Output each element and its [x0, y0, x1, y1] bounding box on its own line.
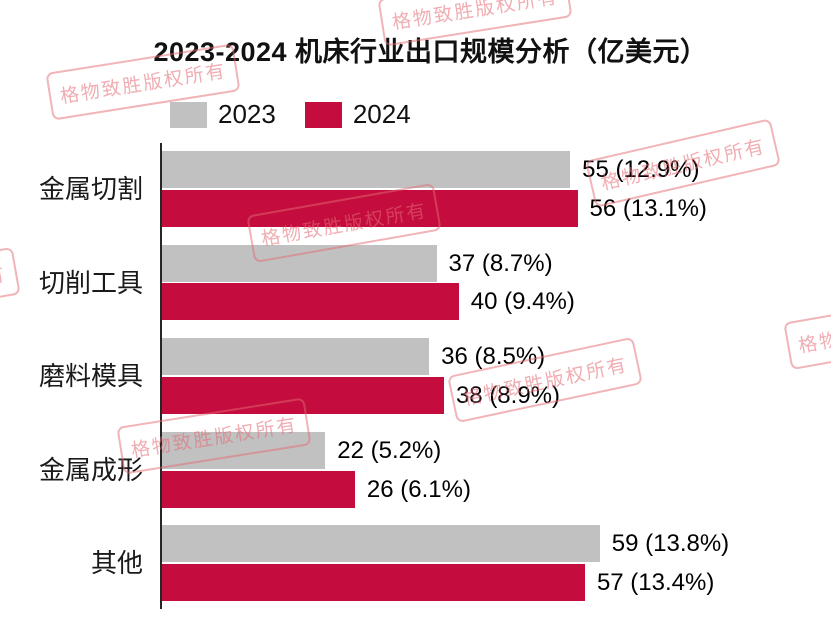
legend-swatch-2023	[170, 101, 207, 128]
bar-2023	[162, 244, 437, 282]
bar-2024	[162, 283, 459, 321]
legend-label-2023: 2023	[218, 99, 276, 129]
bar-2024	[162, 564, 585, 602]
value-label: 38 (8.9%)	[455, 381, 561, 409]
chart-title: 2023-2024 机床行业出口规模分析（亿美元）	[153, 37, 708, 67]
value-label: 59 (13.8%)	[611, 530, 730, 558]
bar-2024	[162, 376, 444, 414]
legend-item-2024: 2024	[304, 99, 411, 130]
value-label: 26 (6.1%)	[366, 475, 471, 503]
legend-swatch-2024	[304, 101, 342, 128]
legend-label-2024: 2024	[352, 99, 411, 129]
bar-2023	[162, 525, 600, 563]
watermark: 格物致胜版权所有	[783, 289, 831, 371]
value-label: 37 (8.7%)	[448, 249, 553, 277]
value-label: 36 (8.5%)	[441, 343, 546, 371]
value-label: 22 (5.2%)	[337, 436, 442, 464]
bar-2024	[162, 470, 355, 508]
bar-2023	[162, 431, 326, 469]
value-label: 56 (13.1%)	[589, 194, 707, 222]
category-label: 金属切割	[38, 174, 143, 204]
category-label: 其他	[90, 548, 143, 579]
value-label: 55 (12.9%)	[582, 156, 700, 183]
category-label: 金属成形	[38, 454, 143, 485]
y-axis-line	[160, 143, 162, 609]
legend-item-2023: 2023	[170, 99, 276, 130]
legend: 2023 2024	[170, 99, 411, 130]
value-label: 40 (9.4%)	[470, 288, 575, 316]
bar-2024	[162, 189, 578, 227]
bar-2023	[162, 338, 430, 376]
category-label: 磨料模具	[38, 361, 143, 392]
bar-2023	[162, 151, 571, 188]
value-label: 57 (13.4%)	[596, 569, 715, 597]
category-label: 切削工具	[38, 267, 143, 298]
